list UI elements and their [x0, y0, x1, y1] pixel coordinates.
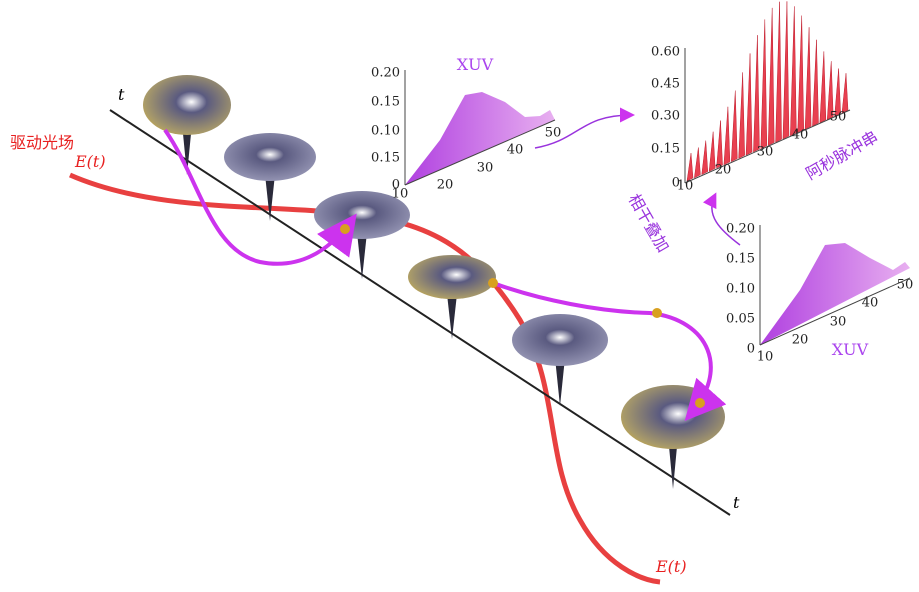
pulse	[739, 72, 745, 158]
field-label: E(t)	[655, 557, 687, 576]
pulse	[687, 153, 693, 181]
z-tick-label: 0.20	[371, 66, 400, 81]
x-tick-label: 50	[545, 126, 562, 141]
plot-title: XUV	[832, 340, 869, 359]
pulse	[783, 1, 789, 139]
z-tick-label: 0.60	[651, 45, 680, 60]
funnel	[621, 385, 725, 449]
x-tick-label: 20	[792, 333, 809, 348]
funnel	[512, 314, 608, 366]
arrow	[712, 195, 740, 245]
x-tick-label: 40	[792, 128, 809, 143]
xuv-surface	[760, 243, 910, 345]
z-tick-label: 0.15	[371, 95, 400, 110]
annotation: 阿秒脉冲串	[803, 127, 882, 183]
diagram: t t 驱动光场 E(t) E(t) 相干叠加 阿秒脉冲串 0.20 0.15 0.…	[0, 0, 919, 592]
pulse	[724, 107, 730, 165]
funnel	[143, 75, 231, 135]
electron	[340, 224, 350, 234]
plot-title: XUV	[457, 55, 494, 74]
x-tick-label: 30	[757, 145, 774, 160]
electron	[652, 308, 662, 318]
pulse	[776, 2, 782, 142]
pulse	[798, 16, 804, 133]
z-tick-label: 0.20	[726, 222, 755, 237]
funnels	[143, 75, 725, 489]
pulse	[842, 73, 848, 113]
z-tick-label: 0.30	[651, 109, 680, 124]
x-tick-label: 20	[437, 178, 454, 193]
pulse	[746, 53, 752, 155]
pulse	[731, 91, 737, 162]
z-tick-label: 0.15	[651, 142, 680, 157]
pulse	[694, 148, 700, 178]
funnel	[408, 255, 496, 299]
x-tick-label: 40	[507, 143, 524, 158]
axis-label: t	[118, 85, 125, 104]
x-tick-label: 30	[830, 315, 847, 330]
z-tick-label: 0.15	[371, 151, 400, 166]
electron	[488, 278, 498, 288]
x-tick-label: 40	[862, 296, 879, 311]
pulse	[753, 35, 759, 152]
z-tick-label: 0.10	[726, 282, 755, 297]
pulse	[820, 51, 826, 122]
pulse	[790, 6, 796, 135]
z-tick-label: 0.15	[726, 252, 755, 267]
z-tick-label: 0	[747, 342, 755, 357]
field-label: E(t)	[74, 152, 106, 171]
pulse	[717, 121, 723, 169]
pulse	[768, 8, 774, 145]
z-tick-label: 0.45	[651, 77, 680, 92]
pulse	[805, 27, 811, 129]
annotation: 相干叠加	[625, 191, 673, 256]
funnel	[224, 133, 316, 181]
x-tick-label: 30	[477, 161, 494, 176]
x-tick-label: 20	[715, 163, 732, 178]
z-tick-label: 0.05	[726, 312, 755, 327]
pulse	[761, 19, 767, 148]
x-tick-label: 10	[757, 350, 774, 365]
x-tick-label: 50	[897, 278, 914, 293]
pulse	[812, 40, 818, 126]
x-tick-label: 10	[677, 179, 694, 194]
x-tick-label: 50	[830, 110, 847, 125]
x-tick-label: 10	[392, 187, 409, 202]
electron	[695, 398, 705, 408]
z-tick-label: 0.10	[371, 124, 400, 139]
pulse	[702, 141, 708, 175]
axis-label: t	[733, 493, 740, 512]
field-label: 驱动光场	[10, 133, 74, 152]
